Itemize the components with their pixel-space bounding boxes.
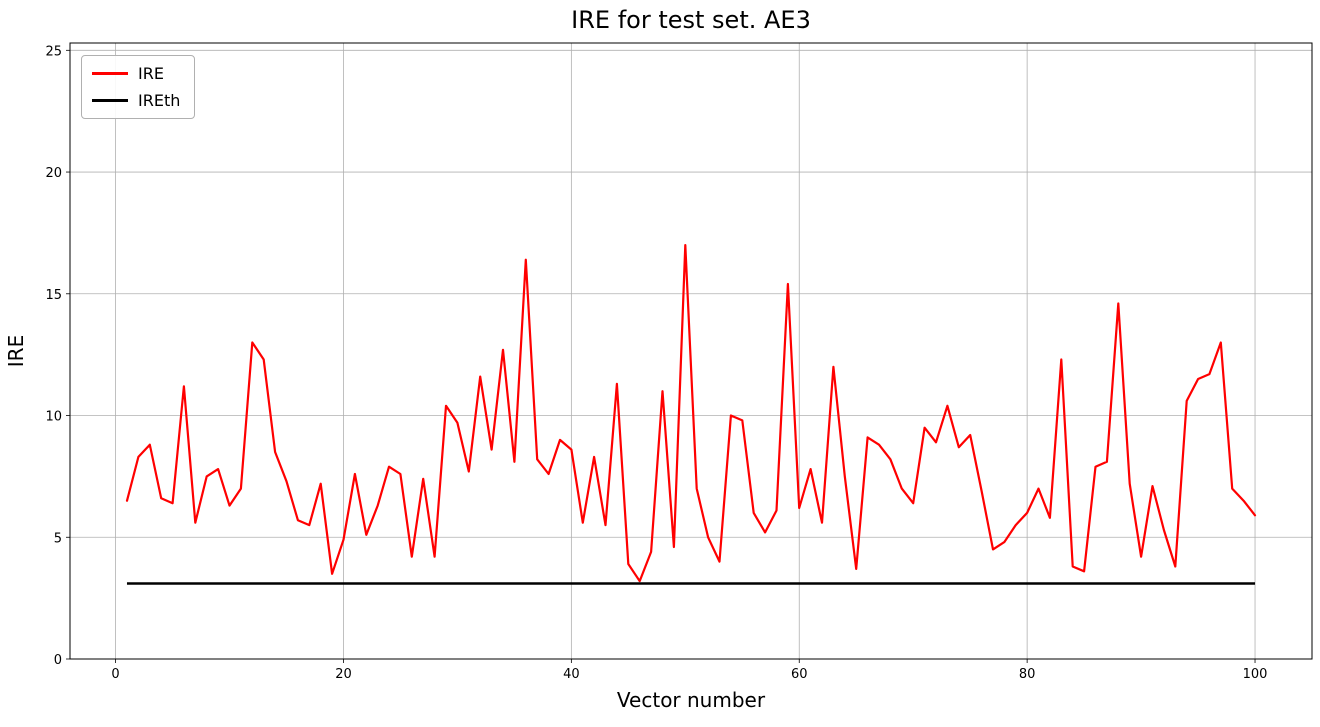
legend-label-ire: IRE bbox=[138, 64, 164, 83]
y-tick-label: 10 bbox=[45, 410, 62, 425]
ire-line-sample bbox=[92, 72, 128, 75]
ire-data-line bbox=[125, 244, 1257, 583]
axes-frame bbox=[69, 42, 1313, 660]
y-tick-label: 5 bbox=[54, 531, 62, 546]
x-tick-label: 40 bbox=[563, 667, 580, 682]
chart-title: IRE for test set. AE3 bbox=[571, 6, 811, 34]
x-tick-label: 60 bbox=[791, 667, 808, 682]
legend: IRE IREth bbox=[81, 55, 196, 119]
legend-item-ireth: IREth bbox=[92, 91, 180, 110]
x-axis-label: Vector number bbox=[616, 688, 766, 712]
x-tick-label: 20 bbox=[335, 667, 352, 682]
y-tick-label: 15 bbox=[45, 288, 62, 303]
x-tick-label: 0 bbox=[111, 667, 119, 682]
y-tick-label: 25 bbox=[45, 44, 62, 59]
legend-label-ireth: IREth bbox=[138, 91, 181, 110]
legend-item-ire: IRE bbox=[92, 64, 180, 83]
y-tick-label: 20 bbox=[45, 166, 62, 181]
ireth-line-sample bbox=[92, 99, 128, 102]
x-tick-label: 100 bbox=[1243, 667, 1268, 682]
y-axis-label: IRE bbox=[4, 334, 28, 368]
x-tick-label: 80 bbox=[1019, 667, 1036, 682]
y-tick-label: 0 bbox=[54, 653, 62, 668]
